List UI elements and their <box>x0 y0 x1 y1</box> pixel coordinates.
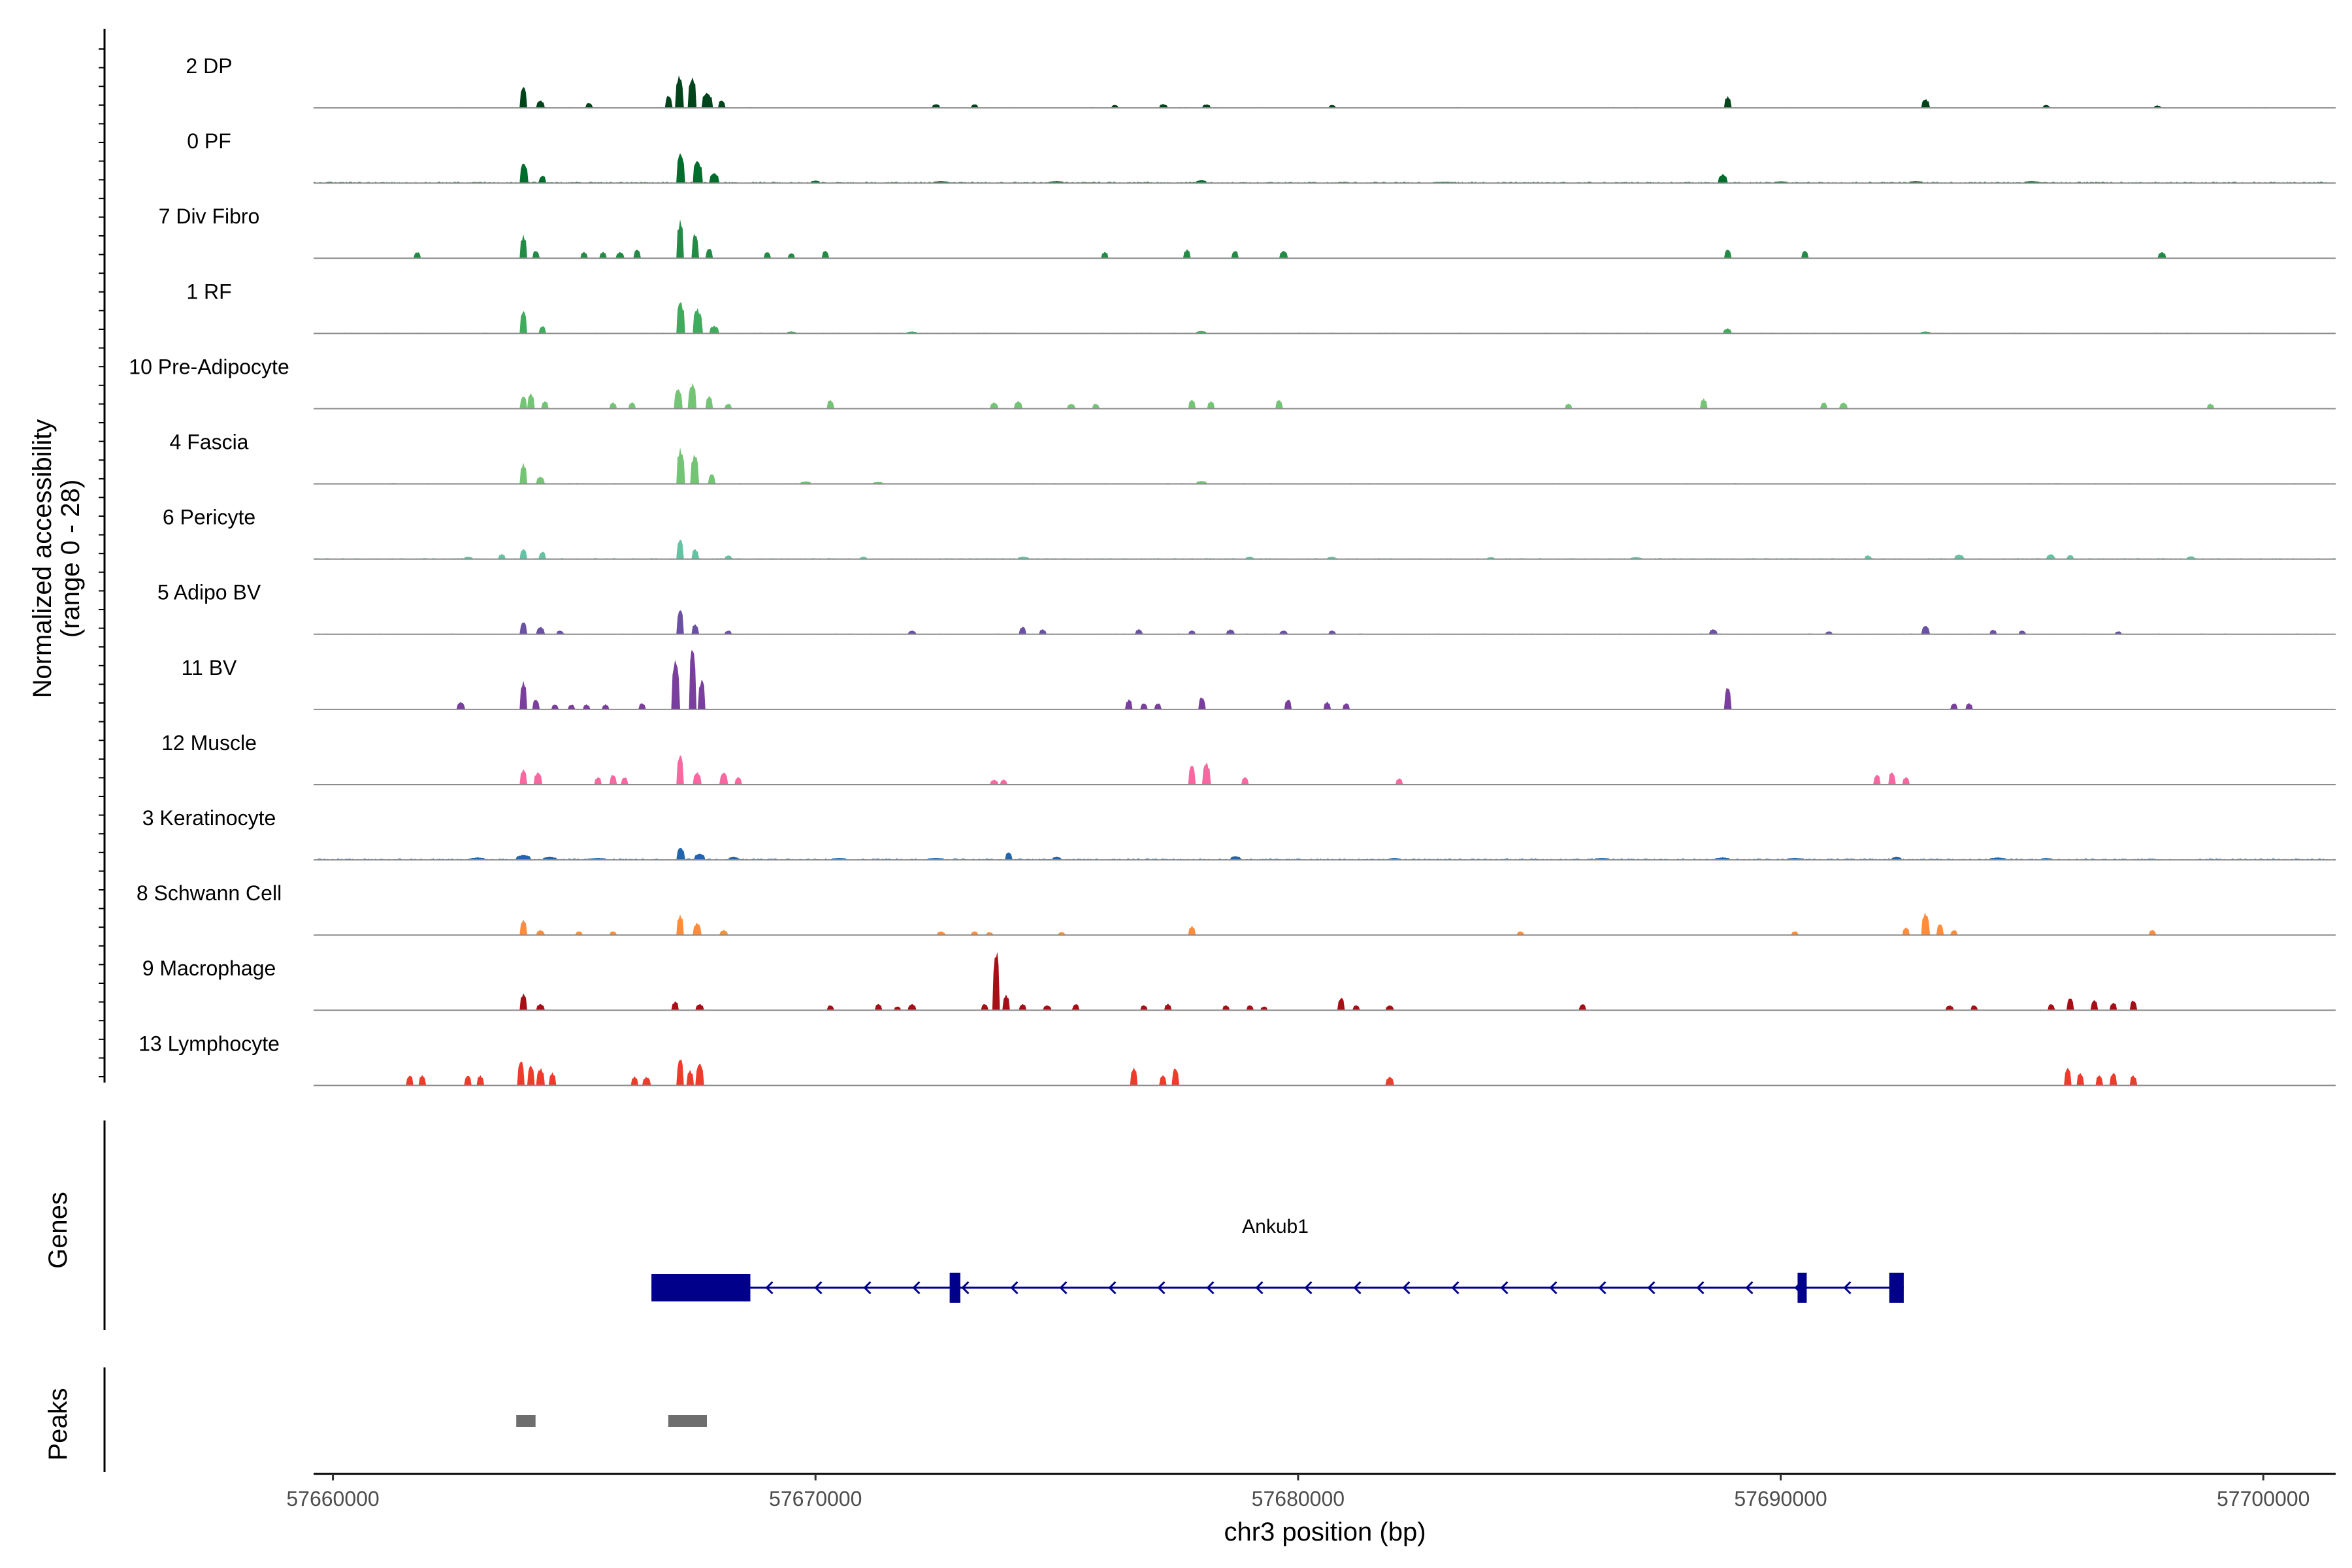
x-tick-label: 57660000 <box>286 1487 379 1511</box>
strand-arrow <box>1745 1281 1754 1295</box>
track-label: 0 PF <box>187 129 231 153</box>
track-6-pericyte: 6 Pericyte <box>163 506 2336 560</box>
track-3-keratinocyte: 3 Keratinocyte <box>142 806 2336 861</box>
left-axes <box>99 29 106 1472</box>
strand-arrow <box>1304 1281 1313 1295</box>
coverage-area <box>314 1059 2336 1086</box>
coverage-area <box>314 540 2336 559</box>
track-label: 4 Fascia <box>170 431 249 454</box>
track-label: 2 DP <box>186 54 232 78</box>
strand-arrow <box>1696 1281 1705 1295</box>
peaks-track-title: Peaks <box>44 1388 73 1460</box>
strand-arrow <box>1108 1281 1117 1295</box>
track-label: 13 Lymphocyte <box>139 1032 280 1055</box>
track-8-schwann-cell: 8 Schwann Cell <box>137 881 2336 936</box>
track-label: 11 BV <box>182 656 237 679</box>
track-label: 12 Muscle <box>161 731 257 755</box>
strand-arrow <box>1549 1281 1558 1295</box>
strand-arrow <box>1353 1281 1362 1295</box>
x-axis: chr3 position (bp) 57660000 57670000 57680… <box>286 1473 2336 1546</box>
track-13-lymphocyte: 13 Lymphocyte <box>139 1032 2336 1086</box>
coverage-area <box>314 219 2336 259</box>
peak-region <box>516 1415 536 1427</box>
gene-exon <box>949 1273 960 1303</box>
strand-arrow <box>1843 1281 1852 1295</box>
track-9-macrophage: 9 Macrophage <box>142 952 2336 1011</box>
coverage-tracks: 2 DP 0 PF 7 Div Fibro 1 RF 10 Pre-Adipocyte 4… <box>129 54 2336 1086</box>
strand-arrow <box>863 1281 872 1295</box>
track-label: 6 Pericyte <box>163 506 255 529</box>
x-tick-label: 57680000 <box>1252 1487 1345 1511</box>
strand-arrow <box>1647 1281 1656 1295</box>
y-axis-title-line1: Normalized accessibility <box>28 419 57 698</box>
strand-arrow <box>912 1281 921 1295</box>
gene-panel: Genes Ankub1 <box>44 1192 1904 1303</box>
track-4-fascia: 4 Fascia <box>170 431 2336 485</box>
coverage-area <box>314 75 2336 108</box>
coverage-area <box>314 755 2336 785</box>
coverage-area <box>314 153 2336 184</box>
x-tick-label: 57670000 <box>769 1487 862 1511</box>
track-5-adipo-bv: 5 Adipo BV <box>157 581 2336 635</box>
track-12-muscle: 12 Muscle <box>161 731 2336 785</box>
y-axis-title-line2: (range 0 - 28) <box>56 480 85 638</box>
track-1-rf: 1 RF <box>186 280 2336 335</box>
track-7-div-fibro: 7 Div Fibro <box>159 204 2336 259</box>
strand-arrow <box>961 1281 970 1295</box>
x-tick-label: 57690000 <box>1734 1487 1827 1511</box>
strand-arrow <box>1206 1281 1215 1295</box>
track-label: 10 Pre-Adipocyte <box>129 355 289 378</box>
track-label: 7 Div Fibro <box>159 204 260 228</box>
genes-track-title: Genes <box>44 1192 73 1269</box>
strand-arrow <box>1598 1281 1607 1295</box>
y-axis-title: Normalized accessibility (range 0 - 28) <box>28 419 85 698</box>
coverage-area <box>314 912 2336 936</box>
strand-arrow <box>1402 1281 1411 1295</box>
coverage-area <box>314 952 2336 1011</box>
track-10-pre-adipocyte: 10 Pre-Adipocyte <box>129 355 2336 410</box>
coverage-area <box>314 650 2336 710</box>
track-label: 9 Macrophage <box>142 956 276 980</box>
gene-exon <box>1889 1273 1904 1303</box>
track-label: 3 Keratinocyte <box>142 806 276 830</box>
track-0-pf: 0 PF <box>187 129 2336 184</box>
track-label: 5 Adipo BV <box>157 581 261 604</box>
gene-exon <box>651 1274 751 1301</box>
strand-arrow <box>1451 1281 1460 1295</box>
strand-arrow <box>1157 1281 1166 1295</box>
x-tick-label: 57700000 <box>2217 1487 2310 1511</box>
track-2-dp: 2 DP <box>186 54 2336 109</box>
coverage-area <box>314 383 2336 409</box>
strand-arrow <box>765 1281 774 1295</box>
strand-arrow <box>1255 1281 1264 1295</box>
coverage-area <box>314 847 2336 860</box>
coverage-area <box>314 302 2336 334</box>
strand-arrow <box>814 1281 823 1295</box>
track-label: 8 Schwann Cell <box>137 881 282 905</box>
coverage-area <box>314 610 2336 634</box>
x-axis-title: chr3 position (bp) <box>1224 1518 1426 1546</box>
gene-exon <box>1797 1273 1807 1303</box>
strand-arrow <box>1059 1281 1068 1295</box>
coverage-area <box>314 447 2336 484</box>
strand-arrow <box>1010 1281 1019 1295</box>
peak-region <box>668 1415 707 1427</box>
gene-name-label: Ankub1 <box>1242 1216 1309 1237</box>
track-11-bv: 11 BV <box>182 650 2336 710</box>
strand-arrow <box>1500 1281 1509 1295</box>
peaks-panel: Peaks <box>44 1388 707 1461</box>
track-label: 1 RF <box>186 280 231 303</box>
